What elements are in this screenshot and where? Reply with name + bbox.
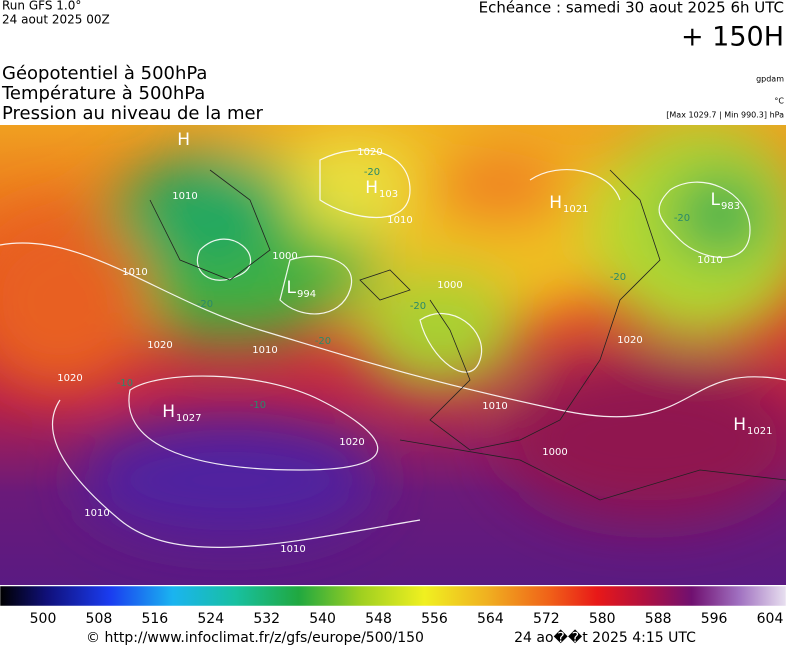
colorbar-ticks: 500 508 516 524 532 540 548 556 564 572 580 588 596 6…: [30, 611, 784, 627]
offset: + 150H: [681, 22, 784, 53]
isobar-label: 1000: [272, 251, 297, 262]
colorbar-tick-label: 580: [589, 611, 616, 627]
colorbar-tick-label: 524: [197, 611, 224, 627]
center-symbol: H: [177, 130, 190, 150]
colorbar-tick-label: 588: [645, 611, 672, 627]
colorbar-tick-label: 604: [757, 611, 784, 627]
center-pressure: 983: [721, 201, 740, 212]
colorbar-tick-label: 548: [365, 611, 392, 627]
center-symbol: H: [365, 178, 378, 198]
colorbar-tick-label: 500: [30, 611, 57, 627]
unit: gpdam: [756, 75, 784, 84]
colorbar-tick-label: 508: [86, 611, 113, 627]
center-pressure: 1021: [563, 204, 588, 215]
temperature-label: -20: [315, 336, 331, 347]
colorbar: [0, 585, 786, 607]
field-name: Température à 500hPa: [1, 83, 205, 104]
center-symbol: L: [711, 190, 721, 210]
colorbar-tick-label: 532: [253, 611, 280, 627]
run-date: 24 aout 2025 00Z: [2, 13, 110, 27]
colorbar-tick-label: 596: [701, 611, 728, 627]
isobar-label: 1010: [172, 191, 197, 202]
isobar-label: 1020: [339, 437, 364, 448]
unit: [Max 1029.7 | Min 990.3] hPa: [666, 111, 784, 120]
temperature-label: -20: [610, 272, 626, 283]
isobar-label: 1010: [252, 345, 277, 356]
temperature-label: -20: [364, 167, 380, 178]
isobar-label: 1010: [387, 215, 412, 226]
colorbar-tick-label: 516: [141, 611, 168, 627]
colorbar-tick-label: 572: [533, 611, 560, 627]
echeance: Echéance : samedi 30 aout 2025 6h UTC: [479, 0, 784, 17]
isobar-label: 1010: [482, 401, 507, 412]
temperature-label: -10: [250, 400, 266, 411]
field-name: Pression au niveau de la mer: [2, 103, 264, 124]
center-symbol: H: [549, 193, 562, 213]
colorbar-tick-label: 564: [477, 611, 504, 627]
center-pressure: 1021: [747, 426, 772, 437]
isobar-label: 1000: [542, 447, 567, 458]
isobar-label: 1020: [57, 373, 82, 384]
isobar-labels: 1010 1020 1000 1010 1000 1010 1010 1020 1020 1020…: [57, 147, 722, 555]
temperature-label: -20: [197, 299, 213, 310]
temperature-label: -20: [674, 213, 690, 224]
center-pressure: 1027: [176, 413, 201, 424]
isobar-label: 1020: [357, 147, 382, 158]
isobar-label: 1010: [84, 508, 109, 519]
isobar-label: 1010: [122, 267, 147, 278]
center-symbol: H: [162, 402, 175, 422]
generated: 24 ao��t 2025 4:15 UTC: [514, 629, 696, 646]
isobar-label: 1000: [437, 280, 462, 291]
isobar-label: 1010: [697, 255, 722, 266]
center-symbol: H: [733, 415, 746, 435]
isobar-label: 1020: [147, 340, 172, 351]
center-symbol: L: [287, 278, 297, 298]
center-pressure: 994: [297, 289, 316, 300]
field: [0, 125, 786, 585]
field-name: Géopotentiel à 500hPa: [2, 63, 207, 84]
unit: °C: [774, 97, 784, 106]
colorbar-tick-label: 556: [421, 611, 448, 627]
colorbar-tick-label: 540: [309, 611, 336, 627]
isobar-label: 1010: [280, 544, 305, 555]
temperature-label: -10: [117, 378, 133, 389]
temperature-label: -20: [410, 301, 426, 312]
source-url: © http://www.infoclimat.fr/z/gfs/europe/…: [86, 630, 424, 646]
temperature-labels: -20 -20 -20 -20 -20 -10 -10 -20: [117, 167, 690, 411]
center-pressure: 103: [379, 189, 398, 200]
run-label: Run GFS 1.0°: [2, 0, 81, 13]
isobar-label: 1020: [617, 335, 642, 346]
